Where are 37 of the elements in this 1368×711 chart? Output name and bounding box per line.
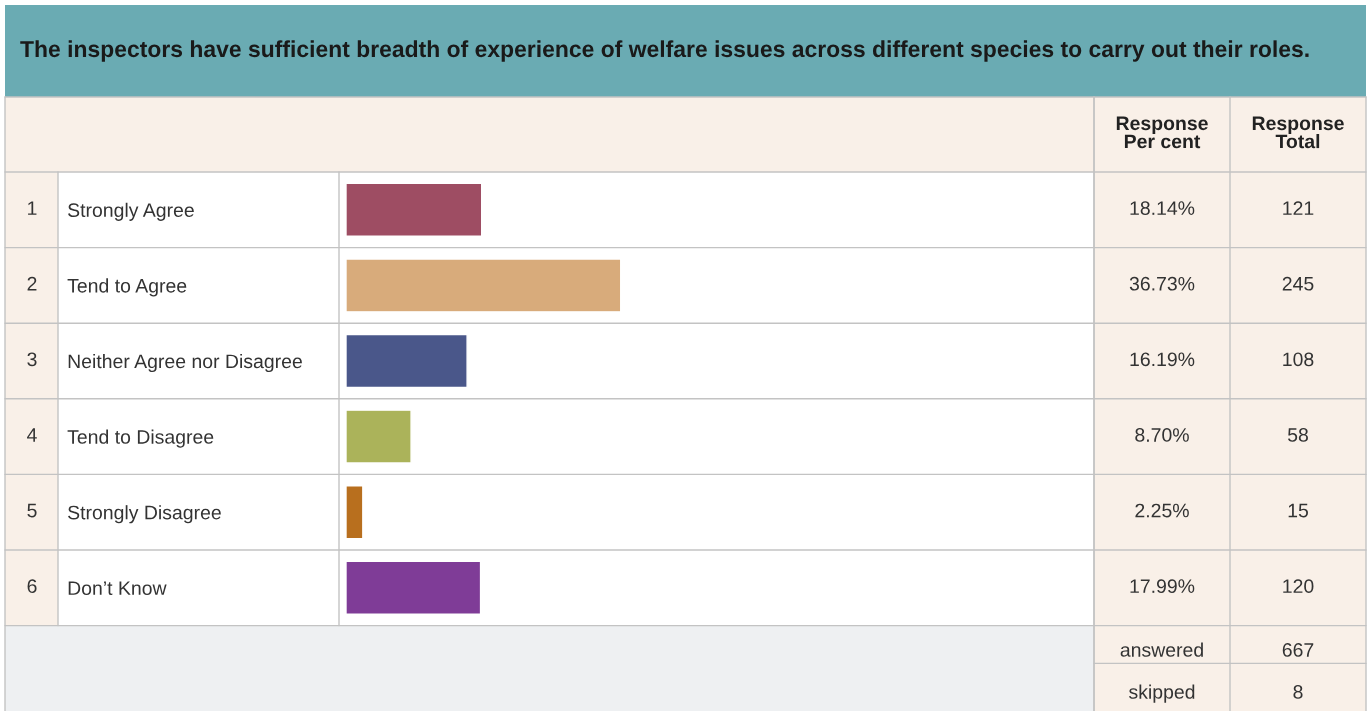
bar	[346, 258, 622, 313]
chart-title: The inspectors have sufficient breadth of experience of welfare issues across different species to carry out their roles.	[20, 40, 1309, 62]
text: 5	[27, 503, 37, 518]
text: Response Total	[1252, 116, 1344, 149]
y-tick-label: Tend to Agree	[67, 278, 187, 297]
data-label: 2.25%	[1135, 503, 1189, 518]
text: 108	[1283, 352, 1314, 367]
text: 2	[27, 276, 37, 291]
data-label: 17.99%	[1130, 579, 1195, 594]
data-label: 18.14%	[1130, 201, 1195, 216]
data-label: 8.70%	[1135, 428, 1189, 442]
bar	[346, 560, 482, 615]
text: 6	[27, 579, 37, 594]
text: 245	[1282, 276, 1314, 291]
bar	[346, 333, 468, 389]
text: Response Per cent	[1116, 116, 1208, 149]
y-tick-label: Neither Agree nor Disagree	[68, 353, 302, 373]
text: answered	[1120, 642, 1203, 657]
text: 1	[28, 201, 37, 215]
data-label: 36.73%	[1129, 276, 1195, 291]
text: 8	[1293, 685, 1303, 699]
y-tick-label: Strongly Disagree	[68, 505, 221, 524]
bar	[346, 182, 483, 237]
text: 3	[27, 352, 37, 367]
text: 15	[1288, 503, 1308, 518]
text: 58	[1287, 428, 1308, 442]
text: 120	[1283, 579, 1314, 594]
text: 667	[1282, 643, 1314, 657]
text: 4	[27, 428, 37, 442]
bar	[346, 409, 412, 464]
text: skipped	[1129, 684, 1195, 703]
bar	[346, 485, 364, 540]
y-tick-label: Tend to Disagree	[67, 429, 214, 448]
y-tick-label: Strongly Agree	[68, 202, 194, 221]
text: 121	[1283, 201, 1314, 215]
data-label: 16.19%	[1130, 352, 1195, 367]
y-tick-label: Don’t Know	[68, 581, 167, 596]
